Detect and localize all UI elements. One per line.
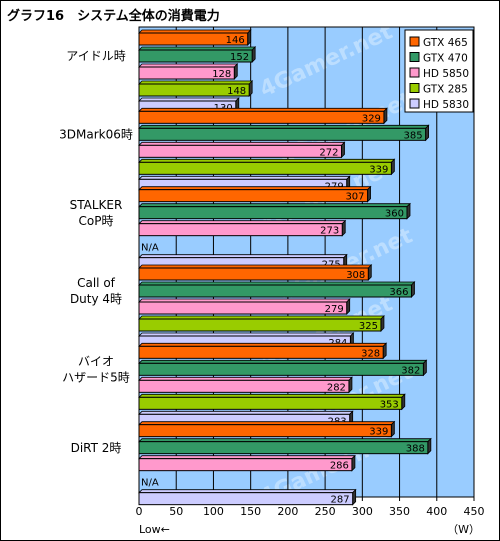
bar — [138, 492, 354, 506]
x-tick-label: 200 — [277, 505, 298, 518]
bar-value-label: 329 — [362, 113, 381, 124]
legend-swatch — [409, 83, 420, 93]
bar — [138, 32, 249, 46]
bar — [138, 144, 342, 158]
bar — [138, 424, 392, 438]
x-tick-label: 50 — [169, 505, 183, 518]
bar-value-label: 128 — [212, 69, 231, 80]
bar-value-label: 339 — [369, 427, 388, 438]
x-unit-label: （W） — [447, 523, 480, 536]
legend-swatch — [409, 67, 420, 78]
bar-value-label: 308 — [346, 270, 365, 281]
bar-missing-label: N/A — [141, 478, 159, 489]
bar — [138, 267, 369, 281]
bar-value-label: 146 — [226, 35, 245, 46]
bar-value-label: 279 — [325, 304, 344, 315]
bar-value-label: 307 — [345, 192, 364, 203]
legend-label: GTX 470 — [423, 53, 468, 65]
bar-value-label: 328 — [361, 348, 380, 359]
bar — [138, 301, 348, 315]
category-label: STALKER — [70, 198, 123, 212]
x-tick-label: 150 — [240, 505, 261, 518]
bar — [138, 345, 384, 359]
x-tick-label: 250 — [315, 505, 336, 518]
category-label: 3DMark06時 — [59, 128, 133, 142]
bar — [138, 441, 429, 455]
category-label: バイオ — [78, 355, 114, 369]
bar — [138, 189, 369, 203]
x-tick-label: 450 — [464, 505, 485, 518]
bar-value-label: 360 — [385, 209, 404, 220]
legend-label: HD 5830 — [423, 99, 469, 111]
bar-value-label: 339 — [369, 164, 388, 175]
bar-value-label: 152 — [230, 52, 249, 63]
legend-swatch — [409, 52, 420, 62]
bar-value-label: 366 — [389, 287, 408, 298]
bar-missing-label: N/A — [141, 243, 159, 254]
x-tick-label: 400 — [426, 505, 447, 518]
category-label: ハザード5時 — [62, 371, 130, 385]
bar-value-label: 388 — [406, 444, 425, 455]
x-direction-note: Low← — [139, 523, 170, 536]
bar — [138, 161, 392, 175]
x-tick-label: 100 — [203, 505, 224, 518]
category-label: Duty 4時 — [70, 292, 122, 306]
bar — [138, 66, 235, 80]
x-tick-label: 300 — [352, 505, 373, 518]
bar — [138, 362, 424, 376]
bar — [138, 318, 382, 332]
bar-value-label: 148 — [227, 86, 246, 97]
bar-value-label: 385 — [404, 130, 423, 141]
bar-value-label: 273 — [320, 226, 339, 237]
bar — [138, 127, 427, 141]
legend-label: GTX 465 — [423, 37, 468, 49]
legend-label: GTX 285 — [423, 84, 468, 96]
bar — [138, 396, 403, 410]
x-tick-label: 350 — [389, 505, 410, 518]
legend-swatch — [409, 36, 420, 47]
bar-value-label: 272 — [319, 147, 338, 158]
bar — [138, 223, 343, 237]
bar-value-label: 325 — [359, 321, 378, 332]
bar-value-label: 287 — [331, 495, 350, 506]
category-label: CoP時 — [79, 214, 114, 228]
legend-swatch — [409, 98, 420, 109]
category-label: アイドル時 — [66, 49, 125, 63]
legend-label: HD 5850 — [423, 68, 469, 80]
bar-value-label: 282 — [327, 382, 346, 393]
x-tick-label: 0 — [136, 505, 143, 518]
bar — [138, 206, 408, 220]
bar — [138, 379, 350, 393]
bar — [138, 458, 353, 472]
bar — [138, 49, 253, 63]
bar — [138, 110, 385, 124]
bar — [138, 284, 412, 298]
bar-value-label: 382 — [401, 365, 420, 376]
category-label: Call of — [77, 276, 116, 290]
bar — [138, 83, 250, 97]
chart-title: グラフ16 システム全体の消費電力 — [7, 9, 220, 24]
bar-value-label: 286 — [330, 461, 349, 472]
category-label: DiRT 2時 — [71, 441, 122, 455]
bar-value-label: 353 — [380, 399, 399, 410]
